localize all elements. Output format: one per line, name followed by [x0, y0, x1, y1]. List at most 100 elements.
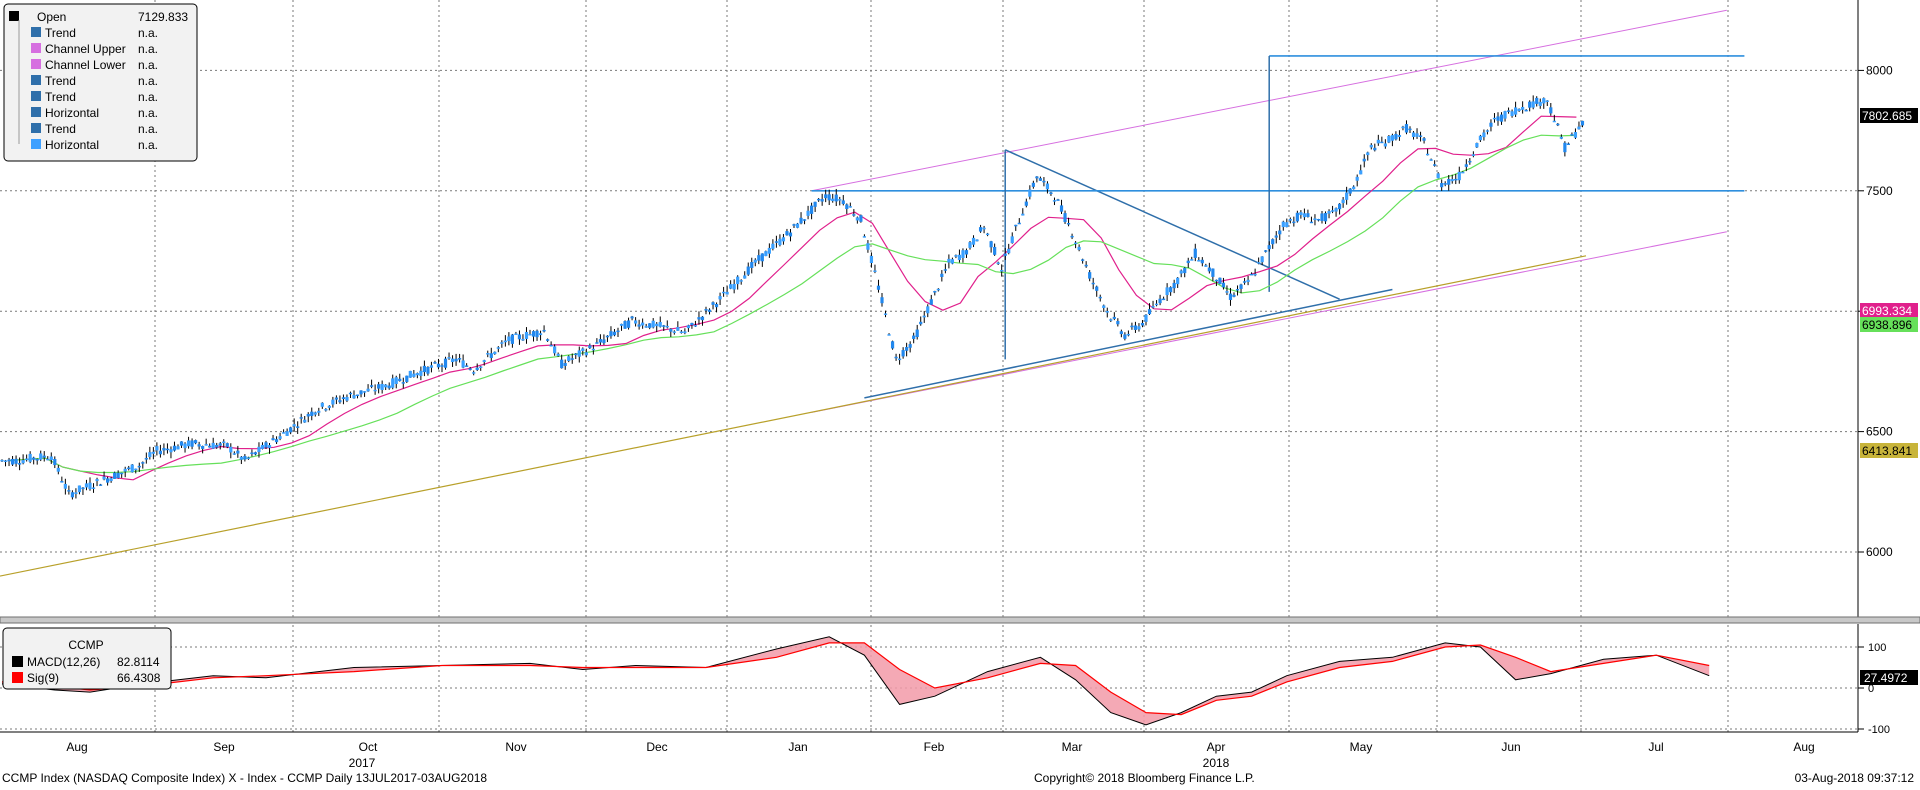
candle-body: [267, 445, 272, 448]
x-tick-label: Aug: [66, 740, 87, 754]
candle-body: [1214, 279, 1218, 282]
candle-body: [359, 390, 363, 395]
candle-body: [894, 356, 898, 359]
candle-body: [1369, 144, 1373, 148]
candle-body: [563, 363, 567, 366]
macd-tick-label: -100: [1868, 724, 1890, 736]
candle-body: [528, 333, 532, 336]
candle-body: [1169, 287, 1173, 293]
candle-body: [577, 350, 581, 357]
x-tick-label: Jun: [1501, 740, 1520, 754]
candle-body: [813, 201, 817, 207]
candle-body: [1288, 218, 1292, 221]
candle-body: [1235, 289, 1240, 291]
candle-body: [1077, 246, 1081, 250]
candle-body: [781, 237, 786, 242]
candle-body: [1531, 101, 1535, 108]
candle-body: [1000, 269, 1004, 272]
legend-macd-box: [2, 627, 172, 690]
candle-body: [1338, 203, 1342, 210]
candle-body: [1218, 277, 1222, 284]
price-tag-box: [1860, 443, 1918, 458]
price-tag-label: 6413.841: [1862, 444, 1912, 458]
candle-body: [538, 333, 543, 336]
candle-body: [1323, 213, 1328, 222]
candle-body: [1028, 189, 1032, 197]
candle-body: [39, 453, 43, 460]
candle-body: [1088, 272, 1092, 279]
candle-body: [1510, 111, 1514, 117]
candle-body: [933, 291, 937, 293]
candle-body: [1457, 171, 1461, 181]
price-tag-box: [1860, 317, 1918, 332]
candle-body: [493, 351, 497, 355]
candle-body: [746, 266, 750, 275]
candle-body: [387, 385, 391, 389]
candle-body: [271, 438, 275, 441]
candle-body: [690, 322, 694, 326]
candle-body: [1309, 221, 1314, 224]
candle-body: [109, 478, 113, 482]
moving-averages: [0, 115, 1587, 577]
candle-body: [179, 441, 184, 446]
candle-body: [697, 317, 701, 320]
x-tick-label: Mar: [1062, 740, 1083, 754]
x-tick-label: Aug: [1793, 740, 1814, 754]
legend-main: Open 7129.833 Trend n.a. Channel Upper n.a. Ch…: [3, 3, 198, 162]
candle-body: [468, 368, 472, 370]
candle-body: [21, 460, 25, 464]
candle-body: [1260, 256, 1264, 263]
candle-body: [391, 378, 395, 388]
candle-body: [1147, 309, 1152, 315]
candle-body: [429, 365, 434, 368]
candle-body: [123, 468, 127, 472]
candle-body: [1443, 183, 1447, 185]
candle-body: [1506, 110, 1511, 112]
candle-body: [824, 194, 828, 199]
candle-body: [1081, 259, 1085, 261]
candle-body: [1063, 213, 1067, 223]
candle-body: [584, 352, 588, 356]
candle-body: [1422, 138, 1426, 141]
candle-body: [686, 325, 690, 329]
candle-body: [1031, 182, 1035, 187]
candle-body: [1436, 173, 1440, 179]
candle-body: [950, 259, 954, 264]
candle-body: [1045, 183, 1050, 190]
candle-body: [1401, 126, 1405, 129]
candle-body: [612, 331, 617, 336]
candle-body: [1200, 259, 1204, 264]
candle-body: [257, 446, 261, 453]
legend-macd: CCMP MACD(12,26) 82.8114 Sig(9) 66.4308: [2, 627, 172, 690]
legend-swatch: [31, 43, 41, 53]
candle-body: [641, 322, 645, 326]
legend-value: 7129.833: [138, 10, 188, 24]
candle-body: [232, 453, 236, 455]
candle-body: [201, 445, 205, 449]
candle-body: [1264, 250, 1268, 252]
candle-body: [380, 383, 384, 390]
candle-body: [912, 335, 916, 339]
candle-body: [648, 323, 652, 328]
candle-body: [296, 426, 300, 428]
candle-body: [1545, 100, 1549, 102]
candle-body: [1464, 164, 1468, 167]
candle-body: [841, 200, 845, 204]
candle-body: [672, 331, 676, 333]
candle-body: [1482, 132, 1486, 138]
legend-swatch: [31, 27, 41, 37]
candle-body: [7, 459, 11, 462]
candle-body: [98, 484, 103, 486]
candle-body: [1003, 253, 1007, 256]
candle-body: [60, 481, 64, 483]
signal-line: [1, 642, 1710, 716]
candle-body: [880, 297, 884, 304]
legend-label: Channel Lower: [45, 58, 126, 72]
candle-body: [1549, 107, 1553, 114]
candle-body: [848, 206, 852, 208]
candle-body: [218, 443, 222, 446]
candle-body: [707, 309, 712, 312]
macd-tick-label: 100: [1868, 642, 1886, 654]
candle-body: [14, 458, 18, 464]
